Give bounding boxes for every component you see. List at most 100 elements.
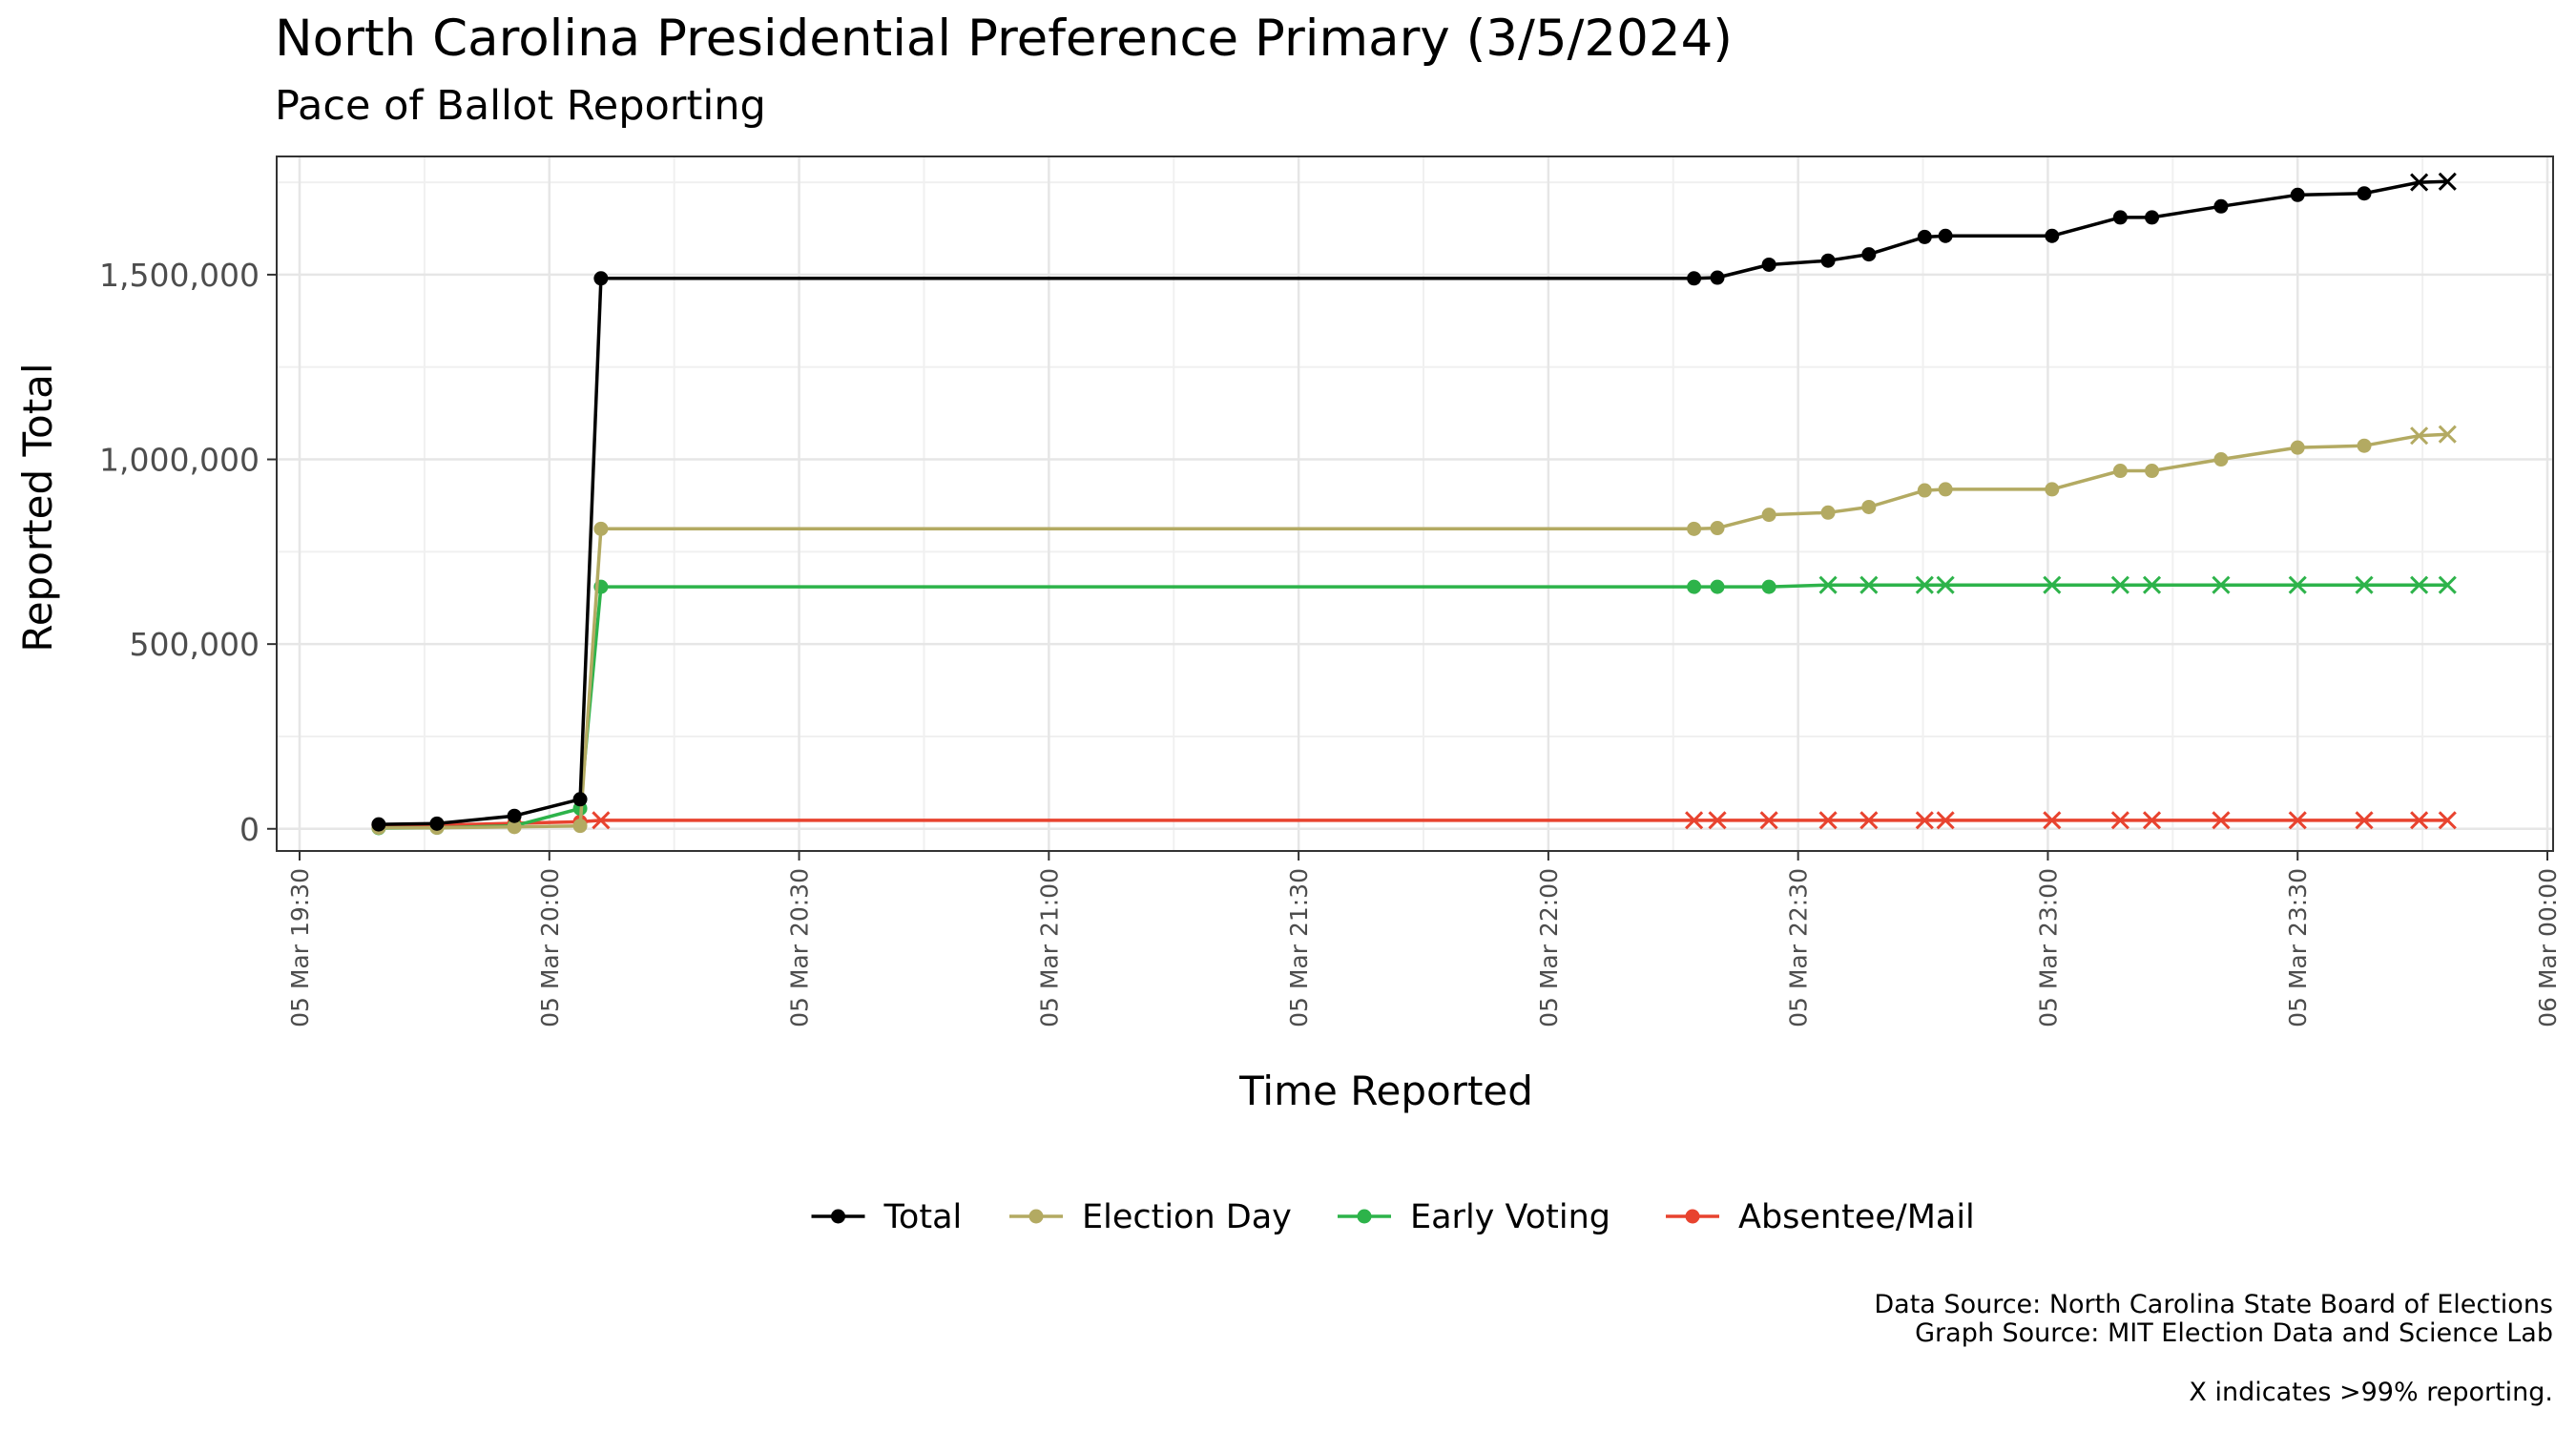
total-point [2145,210,2160,225]
early-voting-point [1710,579,1725,594]
total-point [507,808,522,823]
election-day-x-marker [2410,426,2429,446]
total-point [2357,186,2372,201]
early-voting-x-marker [2355,575,2374,594]
total-point [572,792,588,807]
election-day-point [2357,438,2372,453]
election-day-x-marker [2438,425,2457,444]
early-voting-x-marker [2142,575,2162,594]
total-point [593,271,609,286]
absentee-mail-x-marker [2288,811,2307,830]
total-point [2045,228,2060,243]
grid-layer [277,156,2553,851]
x-tick-label: 05 Mar 21:30 [1285,868,1313,1027]
election-day-point [1761,508,1776,523]
legend-label: Absentee/Mail [1738,1198,1975,1236]
election-day-point [1820,505,1836,520]
election-day-point [2112,464,2128,479]
legend-item-early-voting: Early Voting [1338,1198,1610,1236]
y-tick-label: 0 [239,811,260,848]
total-point [429,816,445,831]
absentee-mail-x-marker [2212,811,2231,830]
early-voting-point [1687,579,1702,594]
y-tick-label: 1,500,000 [99,257,260,294]
total-x-marker [2438,172,2457,191]
series-layer [371,172,2457,836]
early-voting-x-marker [2288,575,2307,594]
total-point [371,817,386,832]
total-point [2290,187,2305,202]
election-day-point [2290,440,2305,455]
y-axis-title: Reported Total [14,363,61,652]
legend-label: Total [883,1198,963,1236]
plot-panel-background [277,156,2553,851]
graph-source-caption: Graph Source: MIT Election Data and Scie… [1915,1318,2553,1348]
absentee-mail-x-marker [2110,811,2129,830]
reporting-note-caption: X indicates >99% reporting. [2189,1378,2553,1407]
early-voting-x-marker [2410,575,2429,594]
early-voting-point [1761,579,1776,594]
y-tick-label: 1,000,000 [99,442,260,479]
total-x-marker [2410,173,2429,192]
plot-panel-border [276,156,2554,852]
absentee-mail-x-marker [1759,811,1778,830]
legend-label: Election Day [1082,1198,1292,1236]
absentee-mail-x-marker [2355,811,2374,830]
total-point [1917,229,1932,244]
data-source-caption: Data Source: North Carolina State Board … [1874,1290,2553,1319]
x-axis-title: Time Reported [1238,1068,1533,1114]
total-point [1687,271,1702,286]
total-point [1761,257,1776,272]
absentee-mail-x-marker [1818,811,1838,830]
absentee-mail-x-marker [592,811,611,830]
election-day-point [593,521,609,536]
x-tick-label: 05 Mar 19:30 [286,868,314,1027]
early-voting-x-marker [2043,575,2062,594]
total-point [1710,270,1725,285]
early-voting-x-marker [2438,575,2457,594]
early-voting-x-marker [1818,575,1838,594]
x-tick-label: 05 Mar 20:00 [536,868,564,1027]
legend-key-point [1685,1209,1700,1224]
legend-key-point [831,1209,845,1224]
x-tick-label: 05 Mar 20:30 [786,868,814,1027]
y-tick-label: 500,000 [130,626,260,663]
early-voting-x-marker [1859,575,1879,594]
election-day-point [507,819,522,835]
chart-title: North Carolina Presidential Preference P… [275,10,1733,68]
election-day-point [572,819,588,834]
absentee-mail-x-marker [1915,811,1934,830]
absentee-mail-x-marker [2142,811,2162,830]
total-point [2213,198,2229,214]
absentee-mail-x-marker [1708,811,1727,830]
election-day-point [2213,452,2229,467]
early-voting-x-marker [1936,575,1955,594]
legend-item-absentee-mail: Absentee/Mail [1666,1198,1975,1236]
x-tick-label: 05 Mar 23:30 [2284,868,2312,1027]
election-day-point [1687,521,1702,536]
legend-item-election-day: Election Day [1009,1198,1292,1236]
legend-label: Early Voting [1410,1198,1610,1236]
election-day-point [1917,483,1932,498]
early-voting-x-marker [2212,575,2231,594]
early-voting-x-marker [1915,575,1934,594]
legend-item-total: Total [811,1198,963,1236]
absentee-mail-x-marker [2410,811,2429,830]
x-tick-label: 05 Mar 23:00 [2034,868,2062,1027]
absentee-mail-x-marker [1685,811,1704,830]
x-tick-label: 05 Mar 22:30 [1785,868,1813,1027]
legend-key-point [1357,1209,1372,1224]
legend-key-point [1028,1209,1044,1224]
total-point [2112,210,2128,225]
election-day-point [2145,464,2160,479]
x-tick-label: 05 Mar 22:00 [1535,868,1563,1027]
election-day-point [1938,482,1953,497]
absentee-mail-x-marker [1936,811,1955,830]
x-tick-label: 05 Mar 21:00 [1035,868,1063,1027]
early-voting-x-marker [2110,575,2129,594]
series-election-day [371,425,2457,836]
absentee-mail-x-marker [2043,811,2062,830]
absentee-mail-x-marker [1859,811,1879,830]
absentee-mail-x-marker [2438,811,2457,830]
